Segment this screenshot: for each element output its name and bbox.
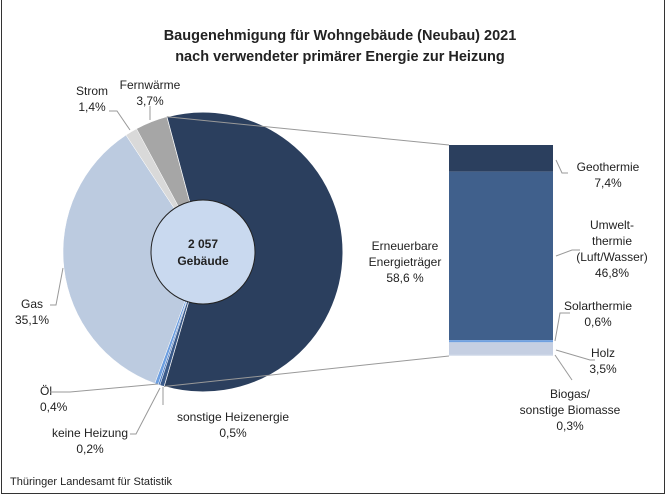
label-keine-heizung-line: 0,2% bbox=[76, 442, 104, 456]
leader-line bbox=[130, 387, 161, 435]
chart-title: Baugenehmigung für Wohngebäude (Neubau) … bbox=[164, 28, 517, 44]
label-biogas-line: sonstige Biomasse bbox=[520, 403, 621, 417]
bar-segment-2 bbox=[449, 340, 553, 343]
label-strom-line: Strom bbox=[76, 84, 108, 98]
label-solarthermie-line: 0,6% bbox=[584, 315, 612, 329]
label-erneuerbare-line: Energieträger bbox=[369, 255, 442, 269]
label-gas-line: 35,1% bbox=[15, 313, 49, 327]
label-oel: Öl 0,4% bbox=[40, 384, 68, 414]
label-holz: Holz 3,5% bbox=[589, 346, 617, 376]
label-umweltthermie: Umwelt-thermie (Luft/Wasser) 46,8% bbox=[576, 218, 648, 280]
pie-slice-4 bbox=[62, 134, 204, 384]
leader-line bbox=[555, 159, 568, 174]
label-biogas-line: Biogas/ bbox=[550, 387, 591, 401]
label-umweltthermie-line: (Luft/Wasser) bbox=[576, 250, 648, 264]
label-biogas-line: 0,3% bbox=[556, 419, 584, 433]
label-umweltthermie-line: Umwelt- bbox=[590, 218, 634, 232]
center-unit: Gebäude bbox=[177, 254, 229, 268]
label-strom-line: 1,4% bbox=[78, 100, 106, 114]
label-gas: Gas 35,1% bbox=[15, 297, 49, 327]
bar-segment-4 bbox=[449, 354, 553, 356]
leader-line bbox=[555, 249, 580, 257]
connector-line-top bbox=[166, 116, 450, 146]
label-oel-line: Öl bbox=[40, 384, 52, 398]
leader-line bbox=[555, 349, 595, 361]
label-keine-heizung: keine Heizung 0,2% bbox=[52, 426, 128, 456]
label-umweltthermie-line: 46,8% bbox=[595, 266, 629, 280]
label-keine-heizung-line: keine Heizung bbox=[52, 426, 128, 440]
label-sonstige-heizenergie-line: sonstige Heizenergie bbox=[177, 410, 289, 424]
bar-segment-0 bbox=[449, 145, 553, 172]
label-biogas: Biogas/sonstige Biomasse 0,3% bbox=[520, 387, 621, 433]
label-fernwaerme-line: 3,7% bbox=[136, 94, 164, 108]
label-erneuerbare-line: Erneuerbare bbox=[372, 239, 439, 253]
label-erneuerbare-line: 58,6 % bbox=[386, 271, 424, 285]
label-holz-line: 3,5% bbox=[589, 362, 617, 376]
label-erneuerbare: Erneuerbare Energieträger 58,6 % bbox=[369, 239, 442, 285]
label-umweltthermie-line: thermie bbox=[592, 234, 632, 248]
center-value: 2 057 bbox=[188, 237, 218, 251]
source-note: Thüringer Landesamt für Statistik bbox=[10, 476, 173, 488]
label-geothermie-line: 7,4% bbox=[594, 176, 622, 190]
leader-line bbox=[554, 354, 573, 381]
label-sonstige-heizenergie: sonstige Heizenergie 0,5% bbox=[177, 410, 289, 440]
leader-line bbox=[109, 110, 131, 131]
leader-line bbox=[554, 312, 570, 342]
center-hole bbox=[150, 199, 256, 305]
label-fernwaerme-line: Fernwärme bbox=[120, 78, 181, 92]
bar-segment-1 bbox=[449, 171, 553, 341]
label-solarthermie-line: Solarthermie bbox=[564, 299, 632, 313]
label-gas-line: Gas bbox=[21, 297, 43, 311]
bar-segment-3 bbox=[449, 342, 553, 355]
connector-line-bottom bbox=[163, 355, 450, 387]
label-sonstige-heizenergie-line: 0,5% bbox=[219, 426, 247, 440]
label-geothermie-line: Geothermie bbox=[577, 160, 640, 174]
label-solarthermie: Solarthermie 0,6% bbox=[564, 299, 632, 329]
label-fernwaerme: Fernwärme 3,7% bbox=[120, 78, 181, 108]
leader-line bbox=[50, 267, 64, 306]
label-geothermie: Geothermie 7,4% bbox=[577, 160, 640, 190]
label-holz-line: Holz bbox=[591, 346, 615, 360]
label-strom: Strom 1,4% bbox=[76, 84, 108, 114]
leader-line bbox=[50, 383, 159, 393]
label-oel-line: 0,4% bbox=[40, 400, 68, 414]
chart-subtitle: nach verwendeter primärer Energie zur He… bbox=[175, 49, 505, 65]
